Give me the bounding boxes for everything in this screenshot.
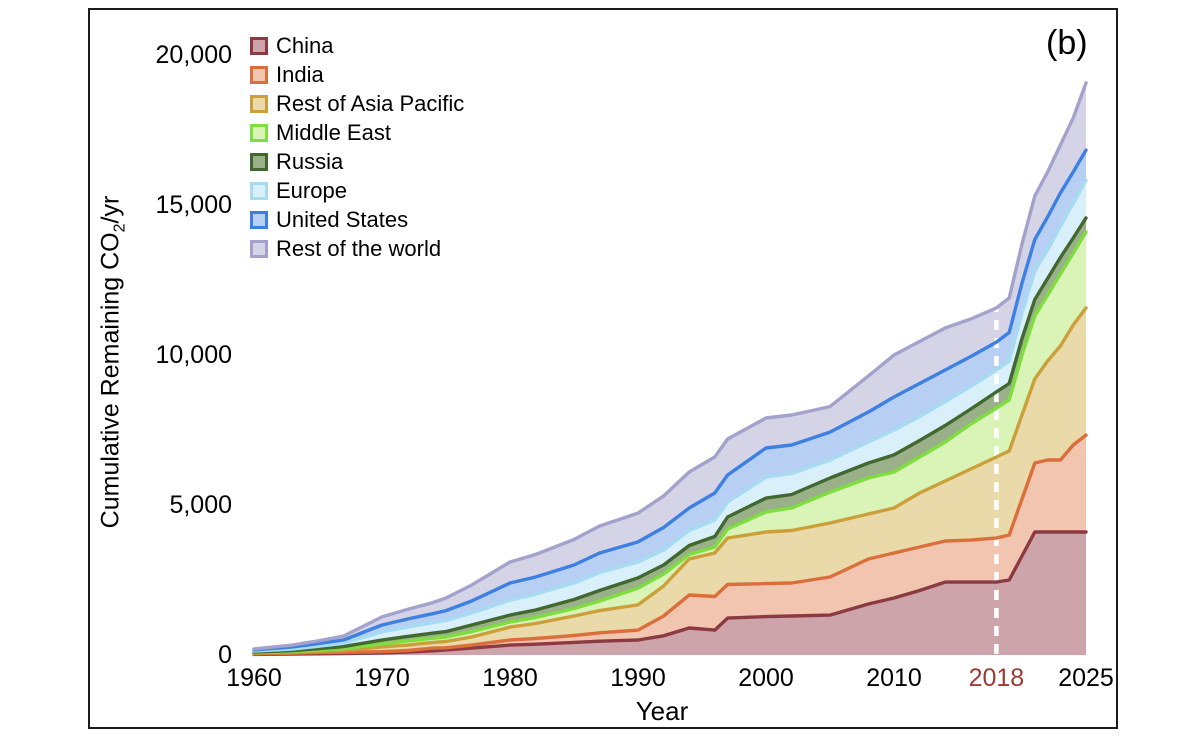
line-row: [252, 81, 1088, 651]
legend-item: Rest of Asia Pacific: [250, 89, 464, 118]
x-tick-label: 2010: [866, 664, 922, 692]
line-china: [252, 530, 1088, 657]
legend-item: Russia: [250, 147, 464, 176]
panel-label: (b): [1046, 24, 1088, 62]
x-tick-label: 2000: [738, 664, 794, 692]
figure-border: [88, 8, 1118, 729]
area-row: [254, 82, 1086, 650]
legend-item: India: [250, 60, 464, 89]
legend-swatch: [250, 65, 268, 84]
legend-label: India: [276, 61, 324, 87]
legend-swatch: [250, 152, 268, 171]
y-tick-label: 10,000: [155, 341, 232, 369]
y-tick-label: 20,000: [155, 41, 232, 69]
area-india: [254, 435, 1086, 655]
line-russia: [252, 216, 1088, 654]
legend: China India Rest of Asia Pacific Middle Eas…: [250, 31, 464, 263]
legend-swatch: [250, 210, 268, 229]
y-tick-label: 0: [218, 641, 232, 669]
x-tick-label: 1990: [610, 664, 666, 692]
legend-swatch: [250, 123, 268, 142]
legend-item: China: [250, 31, 464, 60]
y-tick-label: 15,000: [155, 191, 232, 219]
legend-item: Rest of the world: [250, 234, 464, 263]
legend-item: Middle East: [250, 118, 464, 147]
legend-label: United States: [276, 206, 409, 232]
legend-label: Russia: [276, 148, 344, 174]
line-india: [252, 433, 1088, 656]
line-roap: [252, 306, 1088, 655]
x-tick-label: 1970: [354, 664, 410, 692]
x-tick-label: 1980: [482, 664, 538, 692]
y-axis-label-subscript: 2: [111, 223, 129, 233]
y-tick-label: 5,000: [169, 491, 232, 519]
legend-item: United States: [250, 205, 464, 234]
x-tick-label-highlighted: 2018: [968, 664, 1025, 692]
legend-label: China: [276, 32, 334, 58]
line-us: [252, 148, 1088, 652]
legend-swatch: [250, 36, 268, 55]
legend-swatch: [250, 239, 268, 258]
line-europe: [252, 178, 1088, 653]
legend-label: Middle East: [276, 119, 391, 145]
legend-label: Rest of the world: [276, 235, 442, 261]
line-mideast: [252, 230, 1088, 655]
x-axis-label: Year: [635, 696, 689, 726]
legend-swatch: [250, 94, 268, 113]
area-roap: [254, 307, 1086, 654]
area-russia: [254, 217, 1086, 653]
legend-swatch: [250, 181, 268, 200]
legend-label: Rest of Asia Pacific: [276, 90, 465, 116]
legend-label: Europe: [276, 177, 347, 203]
area-china: [254, 532, 1086, 655]
y-axis-label-text: Cumulative Remaining CO: [96, 232, 125, 529]
x-tick-label: 2025: [1058, 664, 1114, 692]
area-us: [254, 150, 1086, 652]
x-tick-label: 1960: [226, 664, 282, 692]
area-europe: [254, 180, 1086, 652]
legend-item: Europe: [250, 176, 464, 205]
